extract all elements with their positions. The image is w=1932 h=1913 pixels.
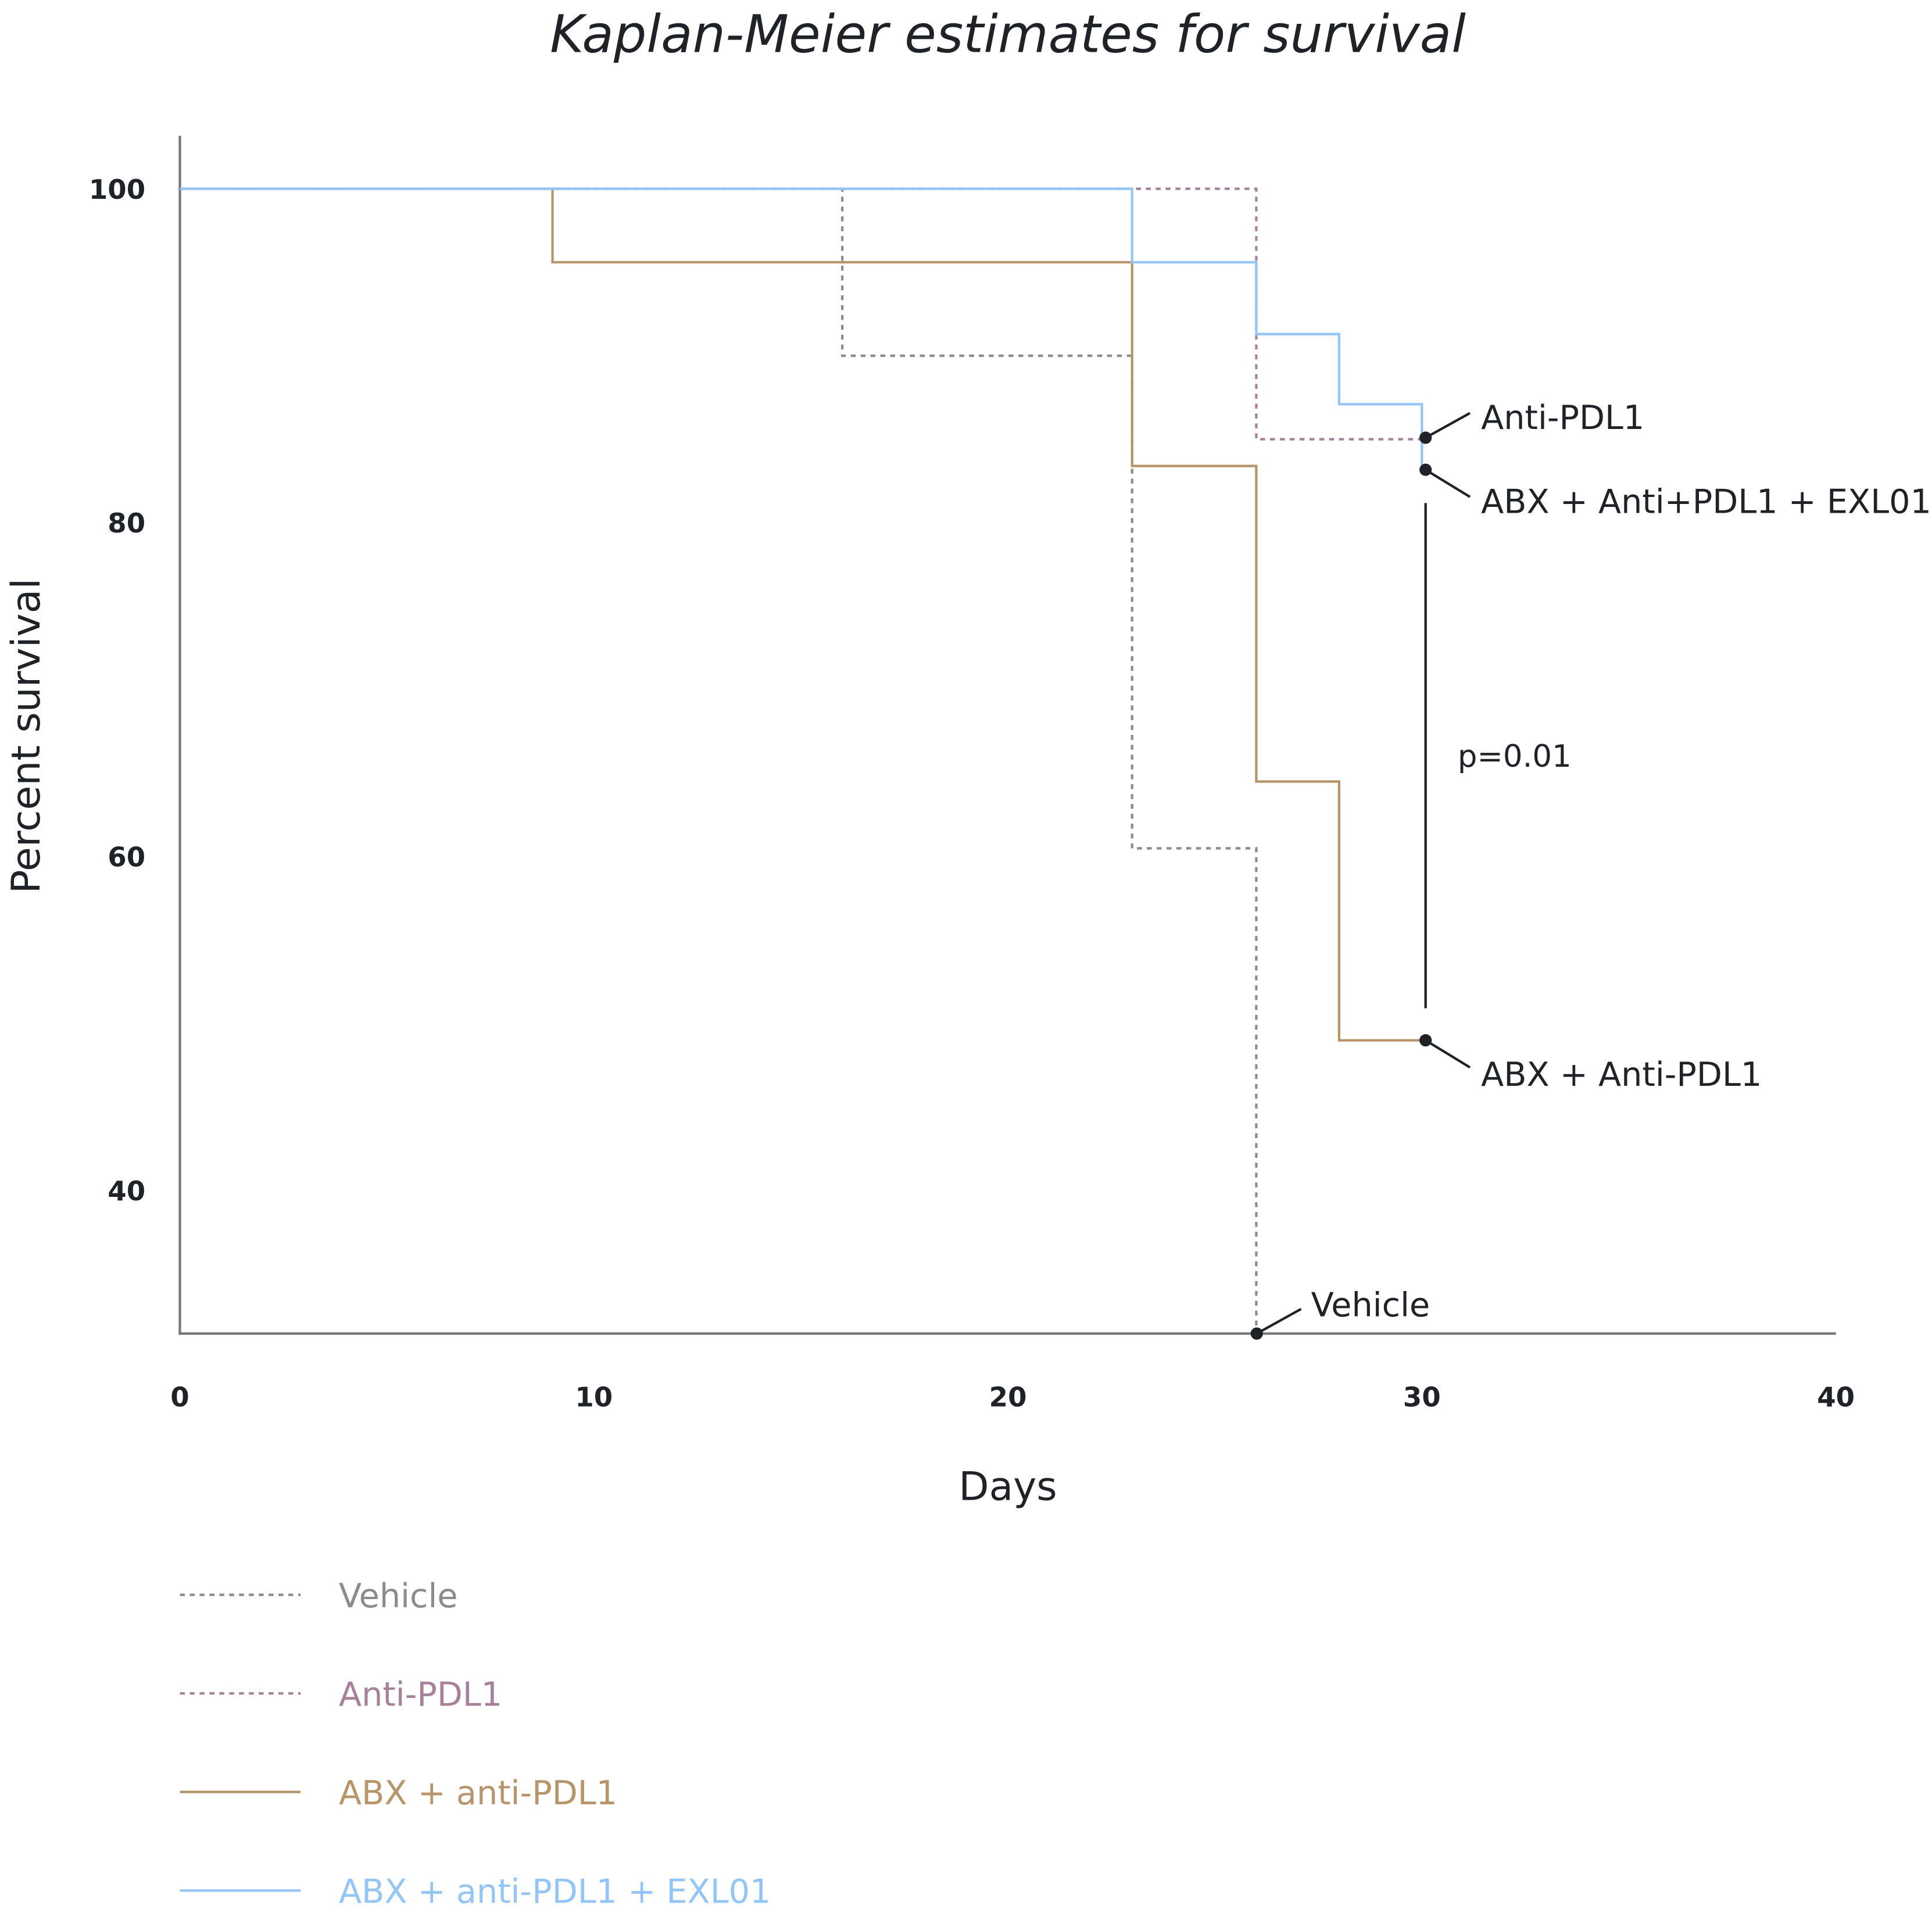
annotation-vehicle: Vehicle	[1311, 1286, 1430, 1325]
leader-abx-anti-pdl1	[1425, 1039, 1471, 1069]
legend-label: ABX + anti-PDL1	[339, 1774, 617, 1812]
legend-label: Vehicle	[339, 1577, 458, 1615]
leader-anti-pdl1	[1425, 412, 1471, 439]
series-line-2	[180, 187, 1422, 1042]
y-tick-label: 100	[89, 174, 145, 205]
series-line-1	[180, 187, 1422, 441]
y-tick-label: 40	[108, 1175, 145, 1207]
y-axis-label: Percent survival	[3, 578, 49, 894]
legend-label: Anti-PDL1	[339, 1675, 502, 1714]
leader-abx-anti-pdl1-exl01	[1425, 469, 1471, 498]
annotation-abx-anti-pdl1-exl01: ABX + Anti+PDL1 + EXL01	[1481, 482, 1931, 521]
p-value-label: p=0.01	[1458, 739, 1572, 774]
annotation-anti-pdl1: Anti-PDL1	[1481, 399, 1644, 437]
x-tick-label: 30	[1403, 1381, 1441, 1413]
annotation-abx-anti-pdl1: ABX + Anti-PDL1	[1481, 1056, 1762, 1094]
chart-title: Kaplan-Meier estimates for survival	[550, 3, 1466, 64]
legend: Vehicle Anti-PDL1 ABX + anti-PDL1 ABX + ant…	[180, 1577, 771, 1911]
series-line-0	[180, 187, 1258, 1335]
x-tick-label: 20	[989, 1381, 1027, 1413]
x-tick-label: 10	[575, 1381, 613, 1413]
marker-vehicle	[1250, 1327, 1263, 1340]
x-tick-label: 40	[1817, 1381, 1855, 1413]
series-line-3	[180, 187, 1423, 468]
x-axis-label: Days	[958, 1463, 1057, 1509]
x-tick-label: 0	[170, 1381, 189, 1413]
leader-vehicle	[1256, 1307, 1302, 1335]
y-tick-label: 80	[108, 507, 145, 539]
legend-label: ABX + anti-PDL1 + EXL01	[339, 1873, 771, 1911]
y-tick-label: 60	[108, 842, 145, 873]
